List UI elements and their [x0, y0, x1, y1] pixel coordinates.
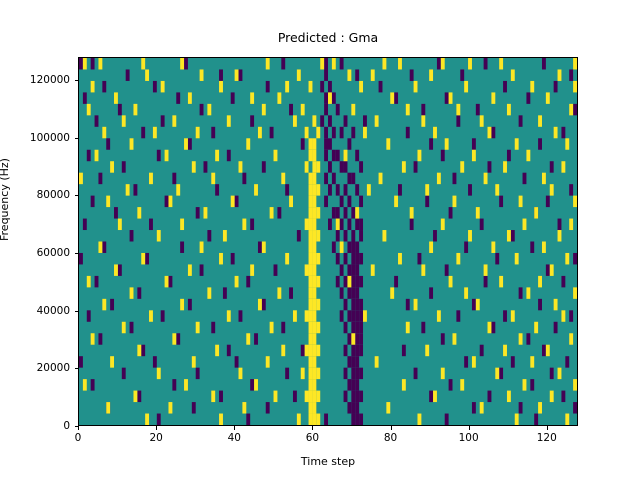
heatmap-image — [79, 58, 577, 425]
x-tick-mark — [390, 426, 392, 430]
x-tick-mark — [156, 426, 158, 430]
y-tick-label: 80000 — [36, 189, 70, 202]
x-tick-mark — [546, 426, 548, 430]
x-tick-label: 100 — [458, 432, 479, 444]
y-tick-mark — [74, 426, 78, 427]
x-tick-label: 40 — [227, 432, 241, 444]
y-tick-label: 120000 — [29, 74, 70, 87]
y-tick-mark — [74, 368, 78, 370]
y-tick-mark — [74, 137, 78, 139]
x-tick-mark — [78, 426, 79, 430]
y-tick-mark — [74, 310, 78, 312]
y-axis-label: Frequency (Hz) — [0, 158, 11, 241]
chart-title: Predicted : Gma — [277, 30, 379, 45]
x-tick-label: 0 — [74, 432, 82, 444]
y-tick-label: 0 — [63, 420, 70, 432]
heatmap-axes — [78, 57, 578, 426]
y-tick-label: 100000 — [29, 131, 70, 144]
y-tick-label: 60000 — [36, 247, 70, 260]
y-tick-mark — [74, 80, 78, 82]
y-tick-mark — [74, 195, 78, 197]
x-tick-label: 20 — [149, 432, 163, 444]
x-tick-label: 80 — [383, 432, 398, 444]
y-tick-mark — [74, 253, 78, 255]
x-tick-label: 120 — [536, 432, 557, 444]
x-tick-mark — [312, 426, 314, 430]
y-tick-label: 20000 — [36, 362, 70, 375]
y-tick-label: 40000 — [36, 304, 70, 317]
x-tick-mark — [234, 426, 236, 430]
x-tick-label: 60 — [305, 432, 320, 444]
x-tick-mark — [468, 426, 470, 430]
x-axis-label: Time step — [300, 455, 356, 468]
